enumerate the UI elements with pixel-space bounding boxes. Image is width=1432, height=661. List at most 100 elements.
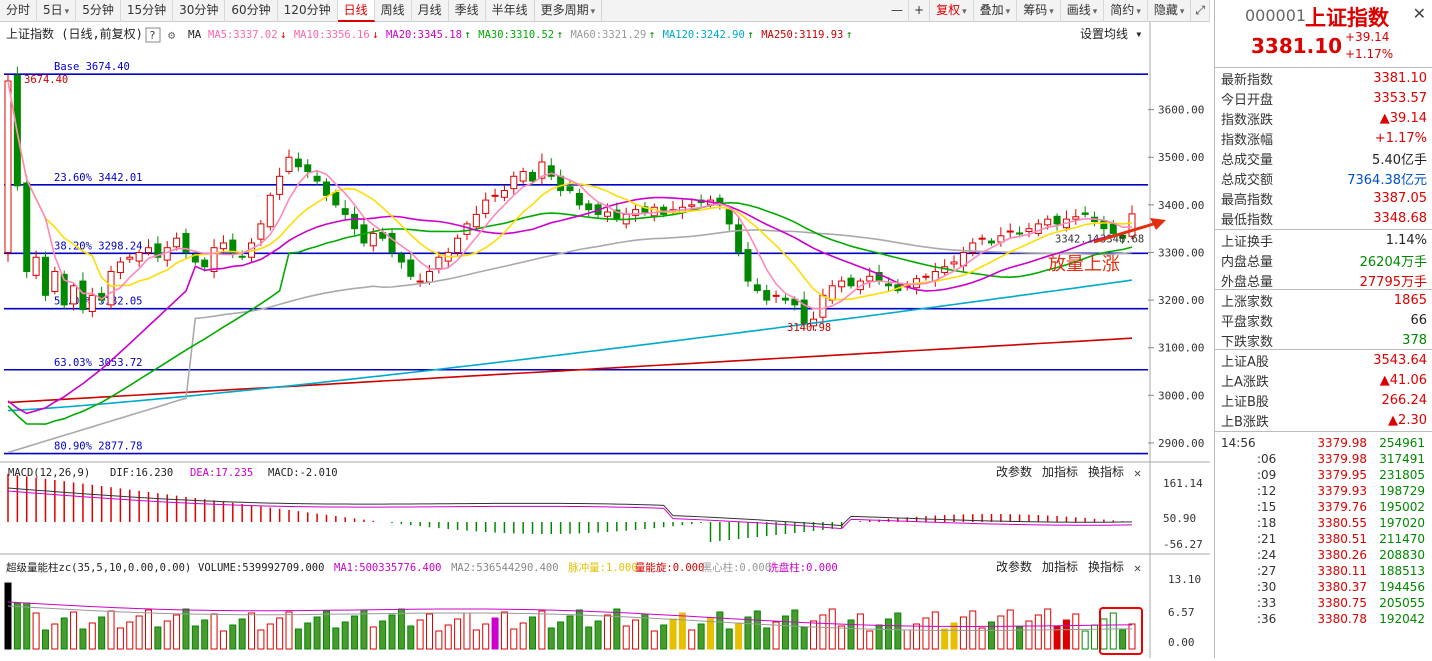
macd-button-1[interactable]: 加指标	[1042, 464, 1078, 479]
volume-bar	[98, 616, 106, 650]
stat-row: 指数涨幅 +1.17%	[1215, 128, 1432, 148]
ab-share-row: 上证A股 3543.64	[1215, 350, 1432, 370]
volume-button-0[interactable]: 改参数	[996, 559, 1032, 574]
period-tab-4[interactable]: 30分钟	[173, 0, 226, 22]
volume-bar	[154, 626, 162, 650]
macd-close-icon[interactable]: ✕	[1134, 466, 1141, 480]
ma250-line	[7, 337, 1133, 404]
volume-title: 超级量能柱zc(35,5,10,0.00,0.00)	[6, 561, 191, 574]
toolbar-menu-1[interactable]: 叠加	[974, 0, 1018, 22]
tick-time: :15	[1257, 500, 1277, 514]
close-icon[interactable]: ✕	[1412, 4, 1426, 23]
chart-canvas[interactable]: 上证指数 (日线,前复权)? ⚙ MA MA5:3337.02 ↓ MA10:3356.1…	[0, 22, 1210, 658]
callout-arrow	[1093, 220, 1161, 244]
candle-body	[454, 237, 462, 253]
period-tab-2[interactable]: 5分钟	[76, 0, 121, 22]
volume-bar	[922, 617, 930, 650]
volume-bar	[313, 616, 321, 650]
breadth-row: 上涨家数 1865	[1215, 290, 1432, 310]
period-tab-10[interactable]: 季线	[449, 0, 486, 22]
ab-share-row: 上A涨跌 ▲41.06	[1215, 370, 1432, 390]
candle-body	[219, 242, 227, 250]
fib-label: 80.90% 2877.78	[54, 441, 143, 453]
volume-bar	[838, 625, 846, 650]
volume-bar	[322, 610, 330, 650]
current-price: 3381.10	[1251, 34, 1343, 58]
ma-value-3: MA30:3310.52	[478, 29, 554, 41]
zoom-in-button[interactable]: +	[909, 0, 931, 22]
ma120-line	[7, 279, 1133, 412]
volume-bar	[1109, 612, 1117, 650]
candle-body	[781, 297, 789, 301]
stat-value: 3353.57	[1373, 90, 1427, 106]
volume-bar	[210, 613, 218, 650]
period-tab-9[interactable]: 月线	[412, 0, 449, 22]
macd-value: MACD:-2.010	[268, 467, 338, 479]
candle-body	[1053, 215, 1061, 225]
macd-button-2[interactable]: 换指标	[1088, 464, 1124, 479]
toolbar-menu-0[interactable]: 复权	[930, 0, 974, 22]
period-tab-1[interactable]: 5日	[37, 0, 77, 22]
ab-share-label: 上证B股	[1221, 394, 1269, 410]
macd-dea: DEA:17.235	[190, 467, 253, 479]
toolbar-menu-2[interactable]: 筹码	[1017, 0, 1061, 22]
volume-bar	[351, 615, 359, 650]
expand-icon[interactable]: ⤢	[1191, 0, 1210, 22]
volume-bar	[678, 612, 686, 650]
ma-value-1: MA10:3356.16	[294, 29, 370, 41]
stat-row: 最新指数 3381.10	[1215, 68, 1432, 88]
candle-body	[482, 199, 490, 214]
turnover-row: 内盘总量 26204万手	[1215, 250, 1432, 270]
tick-price: 3380.55	[1317, 516, 1367, 530]
volume-button-2[interactable]: 换指标	[1088, 559, 1124, 574]
period-tab-8[interactable]: 周线	[375, 0, 412, 22]
period-tab-0[interactable]: 分时	[0, 0, 38, 22]
volume-button-1[interactable]: 加指标	[1042, 559, 1078, 574]
candle-body	[744, 249, 752, 282]
volume-item-0: VOLUME:539992709.000	[198, 562, 324, 574]
ma60-line	[7, 228, 1133, 454]
tick-volume: 188513	[1379, 564, 1425, 578]
ma-settings-button[interactable]: 设置均线 ▾	[1080, 27, 1142, 41]
volume-bar	[145, 609, 152, 650]
candle-body	[463, 223, 471, 235]
macd-axis-label: -56.27	[1163, 538, 1203, 551]
volume-bar	[1081, 630, 1089, 650]
period-tab-12[interactable]: 更多周期	[535, 0, 603, 22]
tick-price: 3379.98	[1317, 436, 1367, 450]
period-tab-3[interactable]: 15分钟	[121, 0, 174, 22]
tick-volume: 194456	[1379, 580, 1425, 594]
candle-body	[978, 237, 986, 240]
volume-bar	[201, 619, 209, 650]
toolbar-menu-4[interactable]: 简约	[1104, 0, 1148, 22]
tick-row: :27 3380.11 188513	[1215, 563, 1432, 579]
volume-bar	[435, 630, 443, 650]
candle-body	[847, 277, 855, 287]
period-tab-11[interactable]: 半年线	[486, 0, 535, 22]
volume-bar	[894, 612, 902, 650]
volume-bar	[856, 613, 864, 650]
volume-bar	[810, 620, 818, 650]
kline-chart-area[interactable]: 上证指数 (日线,前复权)? ⚙ MA MA5:3337.02 ↓ MA10:3356.1…	[0, 22, 1210, 658]
volume-item-6: 洗盘柱:0.000	[768, 561, 837, 574]
toolbar-menu-3[interactable]: 画线	[1061, 0, 1105, 22]
period-tab-5[interactable]: 60分钟	[225, 0, 278, 22]
toolbar-menu-5[interactable]: 隐藏	[1148, 0, 1192, 22]
macd-button-0[interactable]: 改参数	[996, 464, 1032, 479]
stat-label: 最新指数	[1221, 72, 1274, 88]
period-tab-7[interactable]: 日线	[337, 0, 375, 22]
turnover-label: 内盘总量	[1221, 254, 1274, 270]
stat-value: 3348.68	[1373, 210, 1427, 226]
tick-volume: 205055	[1379, 596, 1425, 610]
period-tab-6[interactable]: 120分钟	[278, 0, 338, 22]
candle-body	[1081, 212, 1089, 215]
candle-body	[603, 211, 611, 217]
volume-bar	[519, 622, 527, 650]
volume-bar	[126, 621, 134, 650]
tick-list[interactable]: 14:56 3379.98 254961:06 3379.98 317491:09 337…	[1215, 432, 1432, 627]
ma20-line	[7, 196, 1133, 415]
volume-close-icon[interactable]: ✕	[1134, 561, 1141, 575]
zoom-out-button[interactable]: —	[886, 0, 910, 22]
candle-body	[1072, 216, 1080, 220]
turnover-row: 外盘总量 27795万手	[1215, 270, 1432, 290]
